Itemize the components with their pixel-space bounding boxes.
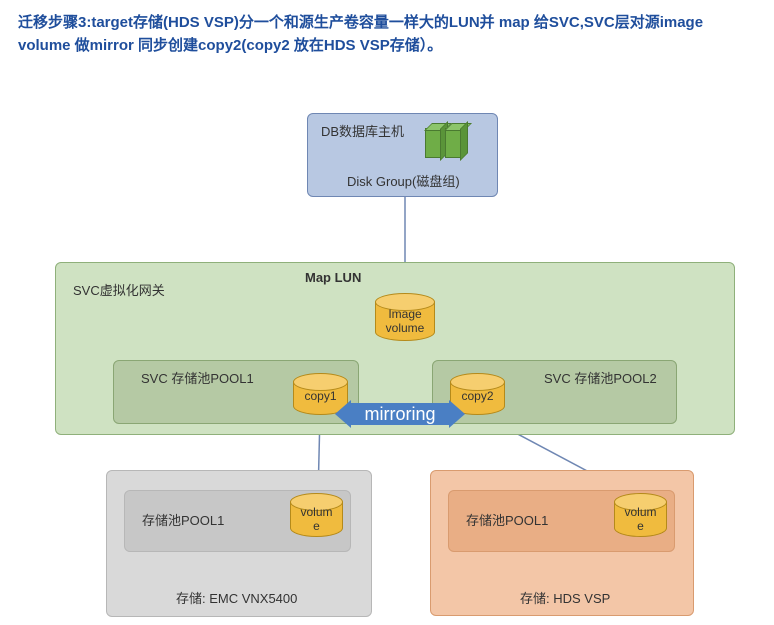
right-storage-label: 存储: HDS VSP [520, 588, 610, 607]
mirroring-label: mirroring [364, 404, 435, 425]
svc-pool1-label: SVC 存储池POOL1 [141, 368, 254, 387]
page-title: 迁移步骤3:target存储(HDS VSP)分一个和源生产卷容量一样大的LUN… [0, 0, 774, 57]
disk-group-label: Disk Group(磁盘组) [347, 171, 460, 190]
disk-group-icon [425, 128, 463, 158]
left-pool-label: 存储池POOL1 [142, 510, 224, 529]
mirroring-arrow: mirroring [335, 400, 465, 428]
left-volume-cylinder: volume [290, 493, 343, 537]
map-lun-label: Map LUN [305, 270, 361, 285]
right-volume-cylinder: volume [614, 493, 667, 537]
svc-gateway-label: SVC虚拟化网关 [73, 280, 165, 299]
right-pool-label: 存储池POOL1 [466, 510, 548, 529]
db-host-label: DB数据库主机 [321, 121, 404, 140]
left-storage-label: 存储: EMC VNX5400 [176, 588, 297, 607]
image-volume-cylinder: Imagevolume [375, 293, 435, 341]
svc-pool2-label: SVC 存储池POOL2 [544, 368, 657, 387]
